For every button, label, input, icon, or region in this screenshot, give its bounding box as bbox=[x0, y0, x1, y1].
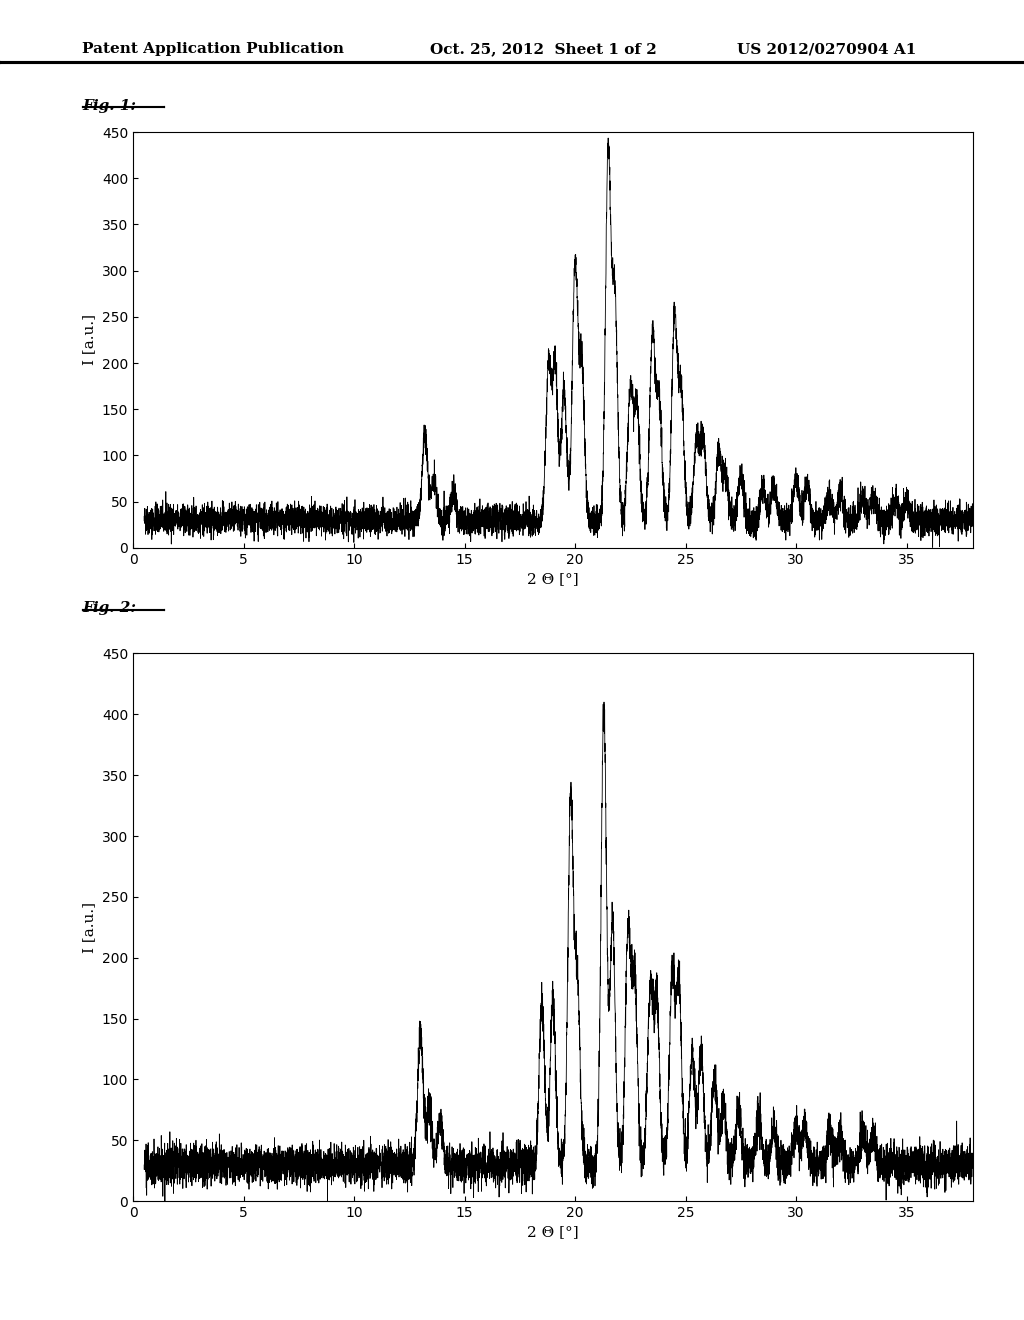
Text: US 2012/0270904 A1: US 2012/0270904 A1 bbox=[737, 42, 916, 57]
X-axis label: 2 Θ [°]: 2 Θ [°] bbox=[527, 1225, 579, 1239]
Text: Patent Application Publication: Patent Application Publication bbox=[82, 42, 344, 57]
Text: Fig. 1:: Fig. 1: bbox=[82, 99, 136, 114]
Text: Oct. 25, 2012  Sheet 1 of 2: Oct. 25, 2012 Sheet 1 of 2 bbox=[430, 42, 656, 57]
Y-axis label: I [a.u.]: I [a.u.] bbox=[82, 902, 96, 953]
Text: Fig. 2:: Fig. 2: bbox=[82, 601, 136, 615]
X-axis label: 2 Θ [°]: 2 Θ [°] bbox=[527, 572, 579, 586]
Y-axis label: I [a.u.]: I [a.u.] bbox=[82, 314, 96, 366]
